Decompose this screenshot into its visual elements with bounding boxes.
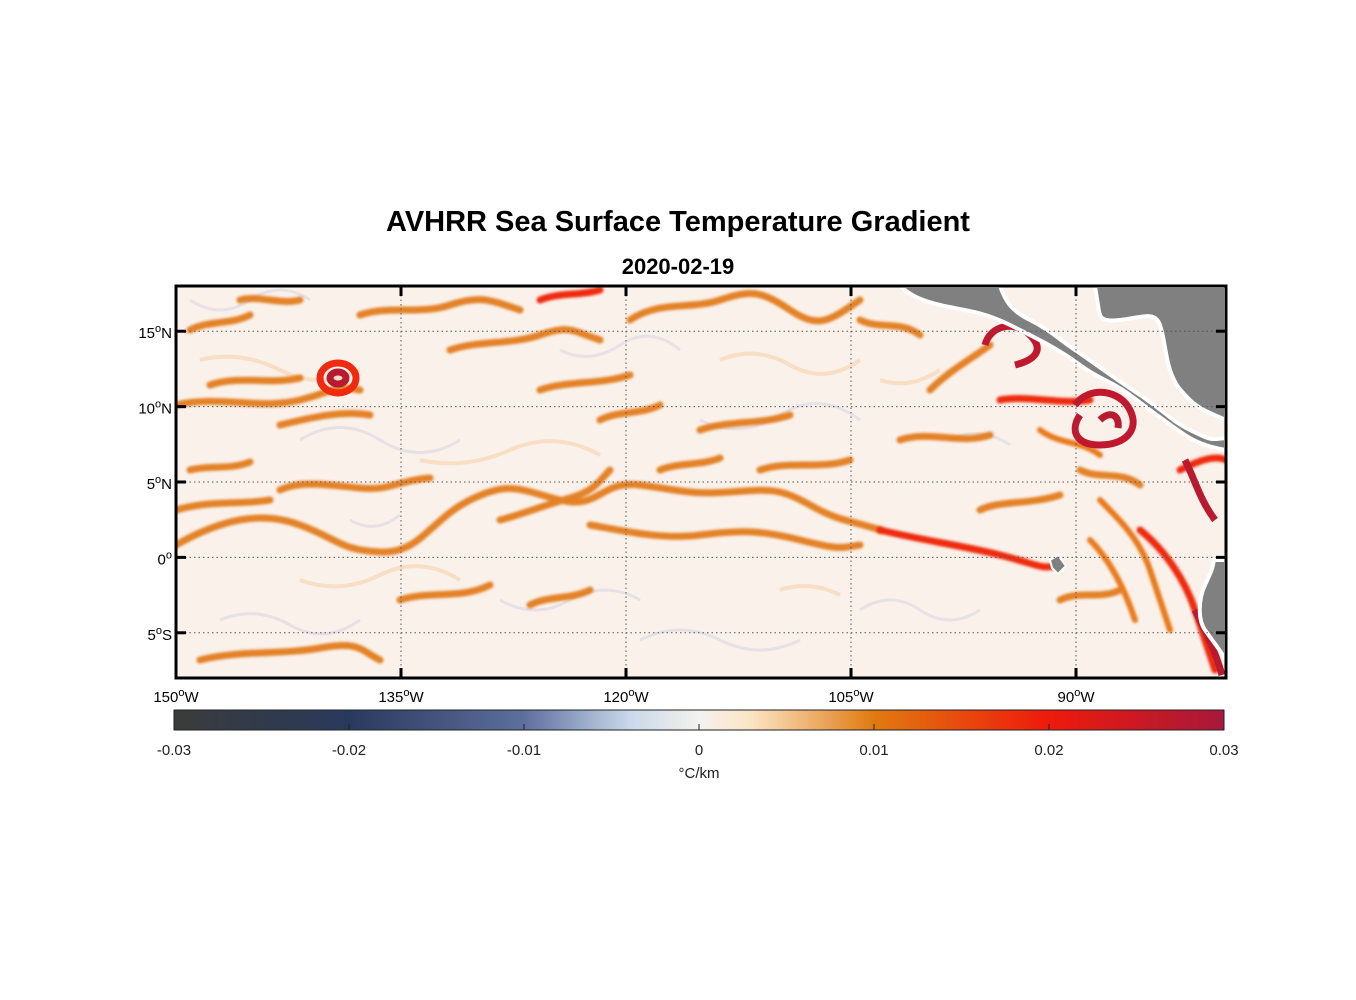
colorbar-tick-label: 0.01 — [859, 742, 888, 759]
gradient-field — [176, 286, 1226, 678]
colorbar-tick-label: 0 — [695, 742, 703, 759]
map-subtitle: 2020-02-19 — [621, 254, 735, 279]
lon-tick-label: 90oW — [1058, 687, 1096, 706]
colorbar-tick-label: -0.03 — [157, 742, 191, 759]
lat-tick-label: 10oN — [138, 399, 172, 418]
lon-tick-label: 105oW — [828, 687, 874, 706]
lat-tick-label: 15oN — [138, 323, 172, 342]
lon-tick-label: 120oW — [603, 687, 649, 706]
lat-tick-label: 5oN — [147, 474, 172, 493]
land-central-america — [897, 286, 1226, 664]
lat-tick-label: 0o — [158, 549, 172, 568]
colorbar-unit-label: °C/km — [679, 765, 720, 782]
eastern-fronts — [1037, 427, 1173, 633]
map-title: AVHRR Sea Surface Temperature Gradient — [386, 206, 970, 238]
axis-labels: 150oW 135oW 120oW 105oW 90oW 15oN 10oN 5oN 0o 5oS — [138, 323, 1095, 706]
colorbar-tick-label: -0.02 — [332, 742, 366, 759]
lon-tick-label: 135oW — [378, 687, 424, 706]
colorbar-tick-label: 0.02 — [1034, 742, 1063, 759]
axis-ticks — [174, 286, 1226, 678]
colorbar-tick-label: 0.03 — [1209, 742, 1238, 759]
ocean-background — [176, 286, 1226, 678]
lat-tick-label: 5oS — [148, 625, 172, 644]
lon-tick-label: 150oW — [153, 687, 199, 706]
colorbar-ticks: -0.03 -0.02 -0.01 0 0.01 0.02 0.03 — [157, 724, 1239, 759]
mild-gradient-texture — [199, 351, 942, 597]
colorbar-tick-label: -0.01 — [507, 742, 541, 759]
